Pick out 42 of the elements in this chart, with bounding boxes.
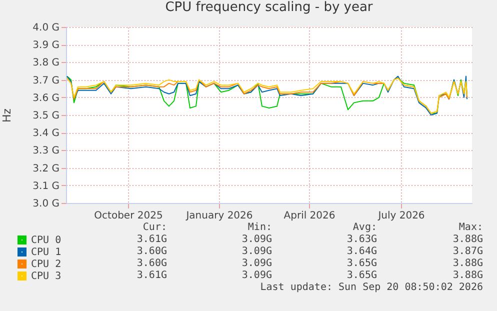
x-tick-label: July 2026 — [377, 210, 425, 222]
text: Cur: — [142, 222, 167, 234]
text: 3.09G — [242, 246, 272, 258]
text: Last update: Sun Sep 20 08:50:02 2026 — [260, 282, 483, 294]
y-tick-label: 3.1 G — [32, 180, 60, 192]
legend-label: CPU 3 — [31, 271, 62, 282]
text: 3.61G — [136, 270, 167, 282]
text: 3.88G — [452, 234, 483, 246]
text: 3.61G — [136, 234, 167, 246]
x-tick-label: April 2026 — [284, 210, 336, 222]
text: 3.60G — [136, 258, 167, 270]
y-tick-label: 3.5 G — [32, 110, 60, 122]
legend-label: CPU 2 — [31, 259, 62, 270]
chart-title: CPU frequency scaling - by year — [165, 0, 374, 15]
text: 3.60G — [136, 246, 167, 258]
y-tick-label: 3.7 G — [32, 75, 60, 86]
x-tick-label: January 2026 — [185, 210, 253, 222]
y-tick-label: 3.3 G — [32, 146, 60, 157]
y-tick-label: 3.0 G — [32, 198, 60, 210]
text: Max: — [458, 222, 483, 234]
text: 3.09G — [242, 270, 272, 282]
text: 3.63G — [346, 234, 377, 246]
legend-label: CPU 0 — [31, 235, 62, 246]
y-tick-label: 4.0 G — [32, 22, 60, 34]
text: 3.88G — [452, 270, 483, 282]
y-tick-label: 3.9 G — [32, 40, 60, 52]
y-tick-label: 3.6 G — [32, 92, 60, 104]
text: 3.64G — [346, 246, 377, 258]
y-tick-label: 3.8 G — [32, 58, 60, 69]
y-axis-title: Hz — [0, 108, 14, 123]
text: 3.09G — [242, 234, 272, 246]
legend-label: CPU 1 — [31, 247, 62, 258]
text: 3.09G — [242, 258, 272, 270]
text: 3.65G — [346, 258, 377, 270]
text: 3.87G — [452, 246, 483, 258]
text: 3.65G — [346, 270, 377, 282]
text: Avg: — [352, 222, 377, 234]
text: 3.88G — [452, 258, 483, 270]
x-tick-label: October 2025 — [94, 210, 163, 222]
text: Min: — [248, 222, 272, 234]
y-tick-label: 3.4 G — [32, 128, 60, 140]
y-tick-label: 3.2 G — [32, 163, 60, 174]
